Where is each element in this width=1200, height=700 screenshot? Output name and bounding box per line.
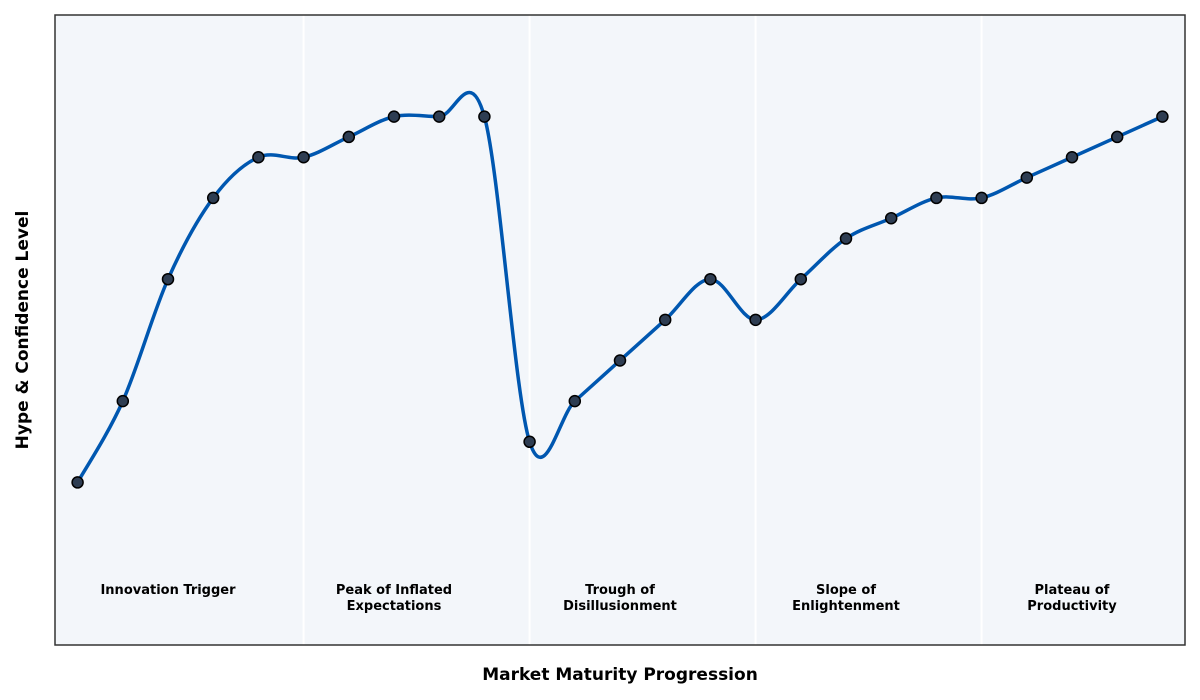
marker — [930, 191, 943, 205]
marker — [432, 110, 446, 123]
marker — [704, 272, 717, 286]
plot-frame — [54, 14, 1186, 646]
phase-label: Plateau of Productivity — [1027, 583, 1117, 614]
phase-label: Trough of Disillusionment — [563, 583, 677, 614]
marker — [613, 354, 627, 367]
marker — [252, 151, 265, 164]
plot-area — [55, 15, 1185, 645]
x-axis-label: Market Maturity Progression — [482, 665, 758, 685]
marker — [1020, 171, 1034, 184]
marker — [1156, 110, 1169, 123]
marker — [749, 313, 762, 327]
phase-label: Peak of Inflated Expectations — [335, 583, 453, 614]
phase-label: Slope of Enlightenment — [792, 583, 900, 614]
marker — [794, 272, 808, 286]
marker — [1065, 151, 1079, 164]
marker — [568, 394, 582, 408]
marker — [206, 191, 220, 205]
marker — [1110, 130, 1124, 144]
marker — [387, 110, 401, 123]
plot-layer — [71, 15, 1169, 645]
y-axis-label: Hype & Confidence Level — [13, 211, 33, 450]
marker — [658, 313, 672, 327]
marker — [975, 191, 988, 205]
line — [76, 90, 1164, 484]
marker — [884, 211, 898, 225]
phase-label: Innovation Trigger — [100, 583, 236, 598]
marker — [297, 151, 310, 164]
marker — [342, 130, 356, 144]
marker — [161, 272, 175, 286]
marker — [116, 394, 130, 408]
marker — [478, 110, 491, 123]
marker — [71, 476, 84, 489]
marker — [839, 232, 853, 245]
marker — [523, 435, 536, 449]
